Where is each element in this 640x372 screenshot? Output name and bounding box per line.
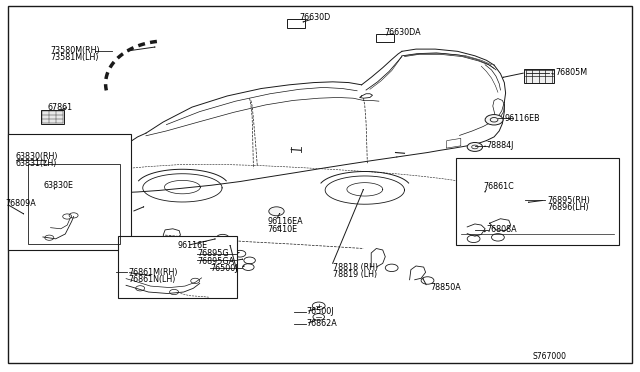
Text: 76500J: 76500J [210,264,237,273]
Text: S767000: S767000 [532,352,566,361]
Text: 63830(RH): 63830(RH) [16,152,58,161]
Bar [8,134,131,250]
Text: 76805M: 76805M [556,68,588,77]
Circle shape [485,115,503,125]
Text: 76808A: 76808A [486,225,517,234]
Text: 76895(RH): 76895(RH) [547,196,590,205]
Text: 78818 (RH): 78818 (RH) [333,263,378,272]
Text: 73580M(RH): 73580M(RH) [50,46,100,55]
Text: 96116E: 96116E [178,241,208,250]
Text: 76895GA: 76895GA [197,257,234,266]
Text: 76809A: 76809A [5,199,36,208]
Bar [287,19,305,28]
Text: 63831(LH): 63831(LH) [16,159,58,168]
Bar [118,236,237,298]
Bar [41,110,64,124]
Text: 78884J: 78884J [486,141,514,150]
Text: 76500J: 76500J [306,307,333,316]
Bar [28,164,120,244]
Text: 63830E: 63830E [44,181,74,190]
Text: 76861M(RH): 76861M(RH) [128,268,177,277]
Text: 96116EB: 96116EB [504,114,540,123]
Bar [456,158,619,245]
Text: 76862A: 76862A [306,319,337,328]
Circle shape [269,207,284,216]
Text: 76896(LH): 76896(LH) [547,203,589,212]
Text: 78850A: 78850A [430,283,461,292]
Bar [524,69,554,83]
Text: 76861N(LH): 76861N(LH) [128,275,175,284]
Text: 76630D: 76630D [300,13,331,22]
Text: 76895G: 76895G [197,249,228,258]
Text: 78819 (LH): 78819 (LH) [333,270,377,279]
Text: 73581M(LH): 73581M(LH) [50,53,99,62]
Text: 76861C: 76861C [483,182,514,191]
Text: 67861: 67861 [48,103,73,112]
Text: 76630DA: 76630DA [384,28,420,37]
Bar [376,34,394,42]
Text: 96116EA: 96116EA [268,217,303,226]
Circle shape [467,142,483,151]
Text: 76410E: 76410E [268,225,298,234]
